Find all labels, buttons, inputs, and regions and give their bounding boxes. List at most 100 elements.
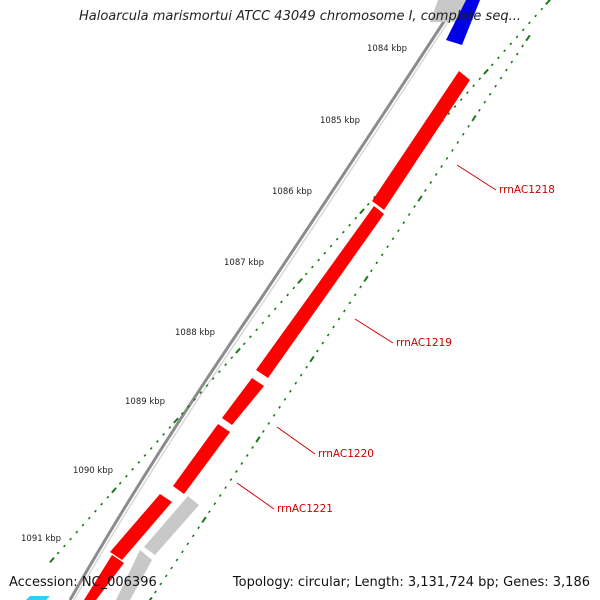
genome-backbone (68, 0, 460, 600)
inner-scale-tick-30 (363, 275, 369, 283)
outer-scale-tick-41 (292, 286, 296, 290)
inner-scale-tick-65 (175, 558, 179, 562)
inner-scale-tick-70 (148, 596, 153, 600)
inner-scale-tick-27 (380, 253, 384, 257)
gene-cyan-bottom[interactable] (26, 596, 50, 600)
inner-scale-tick-12 (461, 132, 465, 136)
outer-scale-tick-30 (359, 208, 365, 215)
inner-scale-tick-20 (417, 195, 423, 202)
inner-scale-tick-32 (353, 293, 357, 297)
gene-rrnAC1220[interactable] (222, 378, 264, 425)
outer-scale-tick-80 (49, 556, 55, 564)
outer-scale-tick-33 (342, 230, 345, 234)
gene-label-rrnAC1219[interactable]: rrnAC1219 (396, 337, 452, 349)
gene-label-rrnAC1220[interactable]: rrnAC1220 (318, 448, 374, 460)
outer-scale-tick-75 (81, 523, 85, 527)
inner-scale-tick-52 (245, 454, 249, 457)
gene-blue-top[interactable] (446, 0, 480, 45)
outer-scale-tick-69 (118, 481, 122, 485)
genome-backbone-shadow (73, 0, 463, 600)
inner-scale-tick-14 (451, 148, 454, 152)
inner-scale-tick-44 (289, 389, 292, 393)
inner-scale-tick-23 (402, 221, 406, 225)
outer-scale-tick-11 (478, 77, 482, 81)
inner-scale-tick-69 (154, 590, 157, 594)
inner-scale-tick-6 (494, 84, 497, 88)
inner-scale-tick-62 (191, 534, 195, 538)
inner-scale-tick-17 (434, 173, 438, 176)
inner-scale-tick-34 (343, 309, 346, 313)
gene-gray-bottom[interactable] (116, 550, 152, 600)
outer-scale-tick-34 (335, 237, 339, 241)
outer-scale-ticks (49, 0, 551, 564)
outer-scale-tick-66 (137, 460, 141, 464)
outer-scale-tick-35 (329, 244, 333, 248)
inner-scale-tick-46 (278, 405, 281, 409)
inner-scale-tick-26 (386, 245, 389, 249)
outer-scale-tick-52 (224, 363, 227, 367)
inner-scale-tick-11 (467, 124, 470, 128)
outer-scale-tick-59 (180, 412, 184, 415)
outer-scale-tick-32 (348, 223, 351, 227)
inner-scale-tick-9 (478, 108, 481, 112)
outer-scale-tick-57 (193, 398, 196, 402)
outer-scale-tick-77 (69, 537, 72, 541)
gene-gray-lower[interactable] (144, 496, 199, 555)
gene-red-lower[interactable] (110, 494, 172, 560)
inner-scale-tick-53 (240, 462, 244, 465)
inner-scale-tick-4 (505, 68, 508, 72)
inner-scale-tick-63 (186, 542, 190, 546)
outer-scale-tick-79 (56, 551, 60, 555)
outer-scale-tick-6 (509, 42, 513, 46)
outer-scale-tick-44 (273, 307, 277, 311)
inner-scale-tick-1 (521, 44, 524, 48)
outer-scale-tick-45 (267, 314, 271, 318)
outer-scale-tick-36 (323, 251, 327, 255)
outer-scale-tick-9 (490, 63, 494, 67)
gene-rrnAC1218[interactable] (372, 71, 470, 210)
inner-scale-tick-16 (440, 165, 443, 168)
map-title: Haloarcula marismortui ATCC 43049 chromo… (79, 9, 521, 24)
outer-scale-tick-40 (297, 277, 303, 285)
inner-scale-tick-7 (488, 92, 492, 96)
inner-scale-tick-59 (208, 510, 211, 514)
outer-scale-tick-12 (472, 84, 475, 88)
scale-label-1091: 1091 kbp (21, 534, 61, 544)
inner-scale-tick-8 (483, 100, 487, 104)
outer-scale-tick-50 (235, 347, 241, 354)
outer-scale-tick-13 (466, 91, 469, 95)
inner-scale-tick-57 (218, 494, 222, 498)
outer-scale-tick-7 (503, 49, 506, 53)
inner-scale-tick-33 (348, 301, 352, 305)
outer-scale-tick-14 (459, 98, 463, 102)
inner-scale-tick-13 (456, 140, 460, 144)
outer-scale-tick-55 (205, 384, 209, 388)
inner-scale-tick-68 (159, 582, 163, 586)
outer-scale-tick-71 (106, 495, 110, 499)
inner-scale-tick-37 (326, 333, 330, 337)
inner-scale-tick-36 (332, 325, 335, 329)
outer-scale-tick-76 (75, 530, 79, 534)
inner-scale-tick-58 (213, 502, 217, 506)
outer-scale-tick-65 (143, 453, 147, 457)
scale-label-1085: 1085 kbp (320, 116, 360, 126)
gene-red-bottom[interactable] (84, 555, 124, 600)
outer-scale-tick-5 (515, 35, 519, 39)
leader-rrnAC1218 (456, 164, 497, 191)
inner-scale-tick-41 (305, 365, 308, 369)
outer-scale-tick-10 (483, 68, 489, 75)
gene-rrnAC1221[interactable] (173, 424, 230, 494)
inner-scale-tick-43 (294, 381, 298, 385)
gene-rrnAC1219[interactable] (256, 206, 384, 378)
leader-rrnAC1221 (236, 482, 275, 510)
gene-label-rrnAC1221[interactable]: rrnAC1221 (277, 503, 333, 515)
outer-scale-tick-46 (261, 321, 265, 325)
inner-scale-tick-40 (309, 355, 315, 363)
outer-scale-tick-78 (63, 544, 66, 548)
inner-scale-tick-50 (255, 436, 261, 443)
outer-scale-tick-16 (447, 112, 451, 116)
gene-label-rrnAC1218[interactable]: rrnAC1218 (499, 184, 555, 196)
outer-scale-tick-62 (162, 433, 165, 436)
